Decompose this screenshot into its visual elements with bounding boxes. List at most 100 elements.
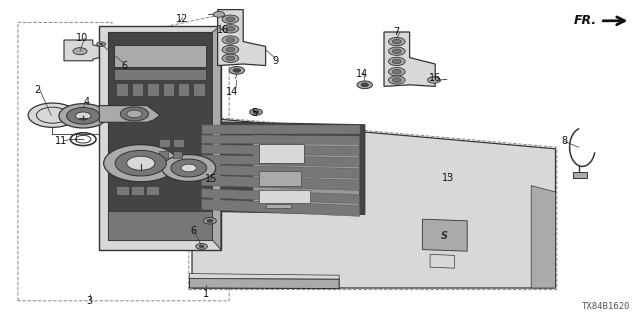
Text: 15: 15 [205,174,218,184]
Circle shape [388,76,405,84]
Polygon shape [218,10,266,66]
Circle shape [120,107,148,121]
Circle shape [104,145,178,182]
Bar [266,204,291,208]
Bar [108,211,212,240]
Text: 10: 10 [76,33,88,44]
Text: 6: 6 [122,60,128,71]
Polygon shape [198,122,365,214]
Bar [159,151,168,158]
Text: 11: 11 [54,136,67,146]
Polygon shape [64,40,99,61]
Circle shape [99,43,103,45]
Circle shape [226,38,235,42]
Bar [131,186,144,195]
Bar [259,171,301,186]
Circle shape [171,159,207,177]
Text: 4: 4 [83,97,90,108]
Text: 16: 16 [429,73,442,84]
Polygon shape [212,26,221,250]
Polygon shape [108,32,212,240]
Bar [116,83,128,96]
Polygon shape [114,69,206,80]
Polygon shape [202,155,360,167]
Text: 14: 14 [225,87,238,97]
Text: TX84B1620: TX84B1620 [582,302,630,311]
Polygon shape [189,274,339,279]
Polygon shape [422,219,467,251]
Bar [173,139,184,147]
Circle shape [76,112,91,120]
Circle shape [127,110,142,118]
Bar [259,190,310,203]
Circle shape [392,49,401,53]
Text: 2: 2 [34,84,40,95]
Circle shape [28,103,77,127]
Polygon shape [99,26,221,250]
Circle shape [253,110,259,114]
Bar [259,144,304,163]
Circle shape [207,219,213,222]
Text: 13: 13 [442,172,454,183]
Circle shape [392,78,401,82]
Text: 12: 12 [176,14,189,24]
Circle shape [428,77,440,83]
Polygon shape [253,134,360,212]
Circle shape [222,45,239,54]
Circle shape [388,68,405,76]
Circle shape [204,218,216,224]
Circle shape [73,48,87,55]
Bar [116,186,129,195]
Polygon shape [430,254,454,268]
Text: 14: 14 [355,68,368,79]
Circle shape [181,164,196,172]
Bar [173,151,182,158]
Polygon shape [384,32,435,86]
Polygon shape [202,165,360,178]
Circle shape [357,81,372,89]
Text: 3: 3 [86,296,93,307]
Bar [146,186,159,195]
Circle shape [222,54,239,62]
Circle shape [222,25,239,33]
Polygon shape [189,278,339,289]
Polygon shape [531,186,556,288]
Polygon shape [202,145,360,156]
Circle shape [233,68,241,72]
Circle shape [226,56,235,60]
Circle shape [229,67,244,74]
Polygon shape [202,125,360,134]
Polygon shape [202,135,360,144]
Polygon shape [202,175,360,190]
Circle shape [392,69,401,74]
Polygon shape [192,117,556,288]
Circle shape [388,57,405,66]
Circle shape [97,42,106,46]
Polygon shape [202,189,360,204]
Circle shape [127,156,155,170]
Circle shape [392,59,401,64]
Bar [147,83,159,96]
Bar [132,83,143,96]
Text: 6: 6 [191,226,197,236]
Text: 5: 5 [252,108,258,118]
Bar [573,172,587,178]
Polygon shape [202,199,360,216]
Circle shape [226,17,235,21]
Polygon shape [99,106,160,122]
Circle shape [226,47,235,52]
Circle shape [361,83,369,87]
Bar [193,83,205,96]
Circle shape [226,27,235,31]
Circle shape [162,155,216,181]
Circle shape [199,245,204,248]
Circle shape [392,39,401,44]
Polygon shape [114,45,206,67]
Text: 8: 8 [561,136,568,146]
Circle shape [388,37,405,46]
Text: 7: 7 [394,27,400,37]
Text: 9: 9 [272,56,278,66]
Bar [178,83,189,96]
Circle shape [59,104,108,128]
Text: FR.: FR. [574,14,597,27]
